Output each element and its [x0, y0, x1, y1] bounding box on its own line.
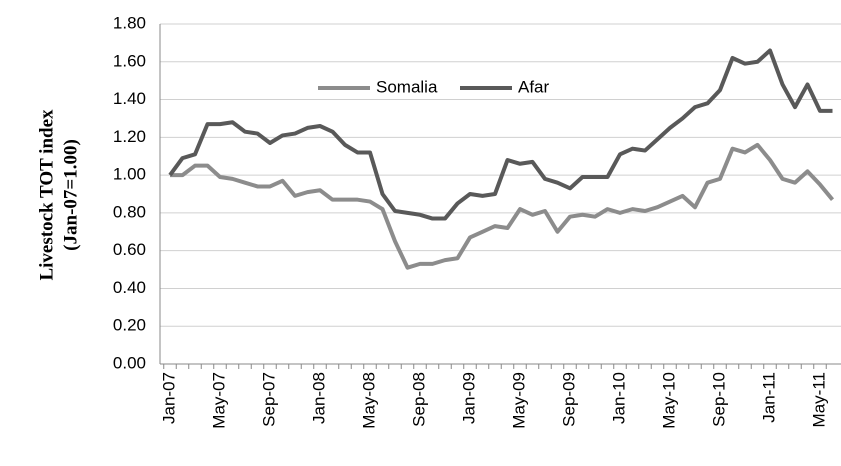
y-tick-label: 1.20 [113, 127, 146, 146]
y-tick-label: 0.40 [113, 278, 146, 297]
line-series [168, 48, 833, 221]
line-series [170, 142, 835, 270]
y-tick-label: 1.80 [113, 13, 146, 32]
y-tick-label: 0.20 [113, 316, 146, 335]
x-tick-label: Jan-10 [609, 372, 628, 424]
x-tick-label: Sep-08 [409, 372, 428, 427]
x-tick-label: Jan-11 [759, 372, 778, 423]
y-tick-label: 0.80 [113, 202, 146, 221]
y-tick-label: 1.60 [113, 51, 146, 70]
legend-label: Somalia [376, 77, 438, 96]
x-tick-label: May-08 [359, 372, 378, 429]
y-tick-label: 0.60 [113, 240, 146, 259]
x-tick-label: Jan-09 [459, 372, 478, 424]
y-axis-label: (Jan-07=1.00) [60, 139, 81, 251]
x-tick-label: Jan-08 [309, 372, 328, 424]
x-tick-label: Sep-09 [559, 372, 578, 427]
x-tick-label: Jan-07 [159, 372, 178, 424]
x-tick-label: May-10 [659, 372, 678, 429]
y-tick-label: 1.40 [113, 89, 146, 108]
x-tick-label: May-09 [509, 372, 528, 429]
x-tick-label: May-07 [209, 372, 228, 429]
x-tick-label: Sep-07 [259, 372, 278, 427]
x-tick-label: Sep-10 [709, 372, 728, 427]
x-tick-label: May-11 [809, 372, 828, 427]
y-tick-label: 1.00 [113, 165, 146, 184]
y-tick-label: 0.00 [113, 353, 146, 372]
y-axis-label: Livestock TOT index [36, 109, 57, 281]
legend-label: Afar [518, 77, 550, 96]
